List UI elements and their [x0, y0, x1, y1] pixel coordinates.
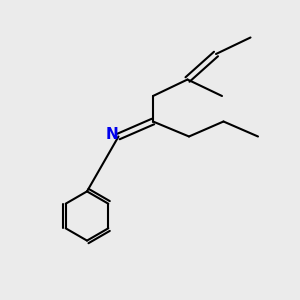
Text: N: N: [106, 127, 118, 142]
